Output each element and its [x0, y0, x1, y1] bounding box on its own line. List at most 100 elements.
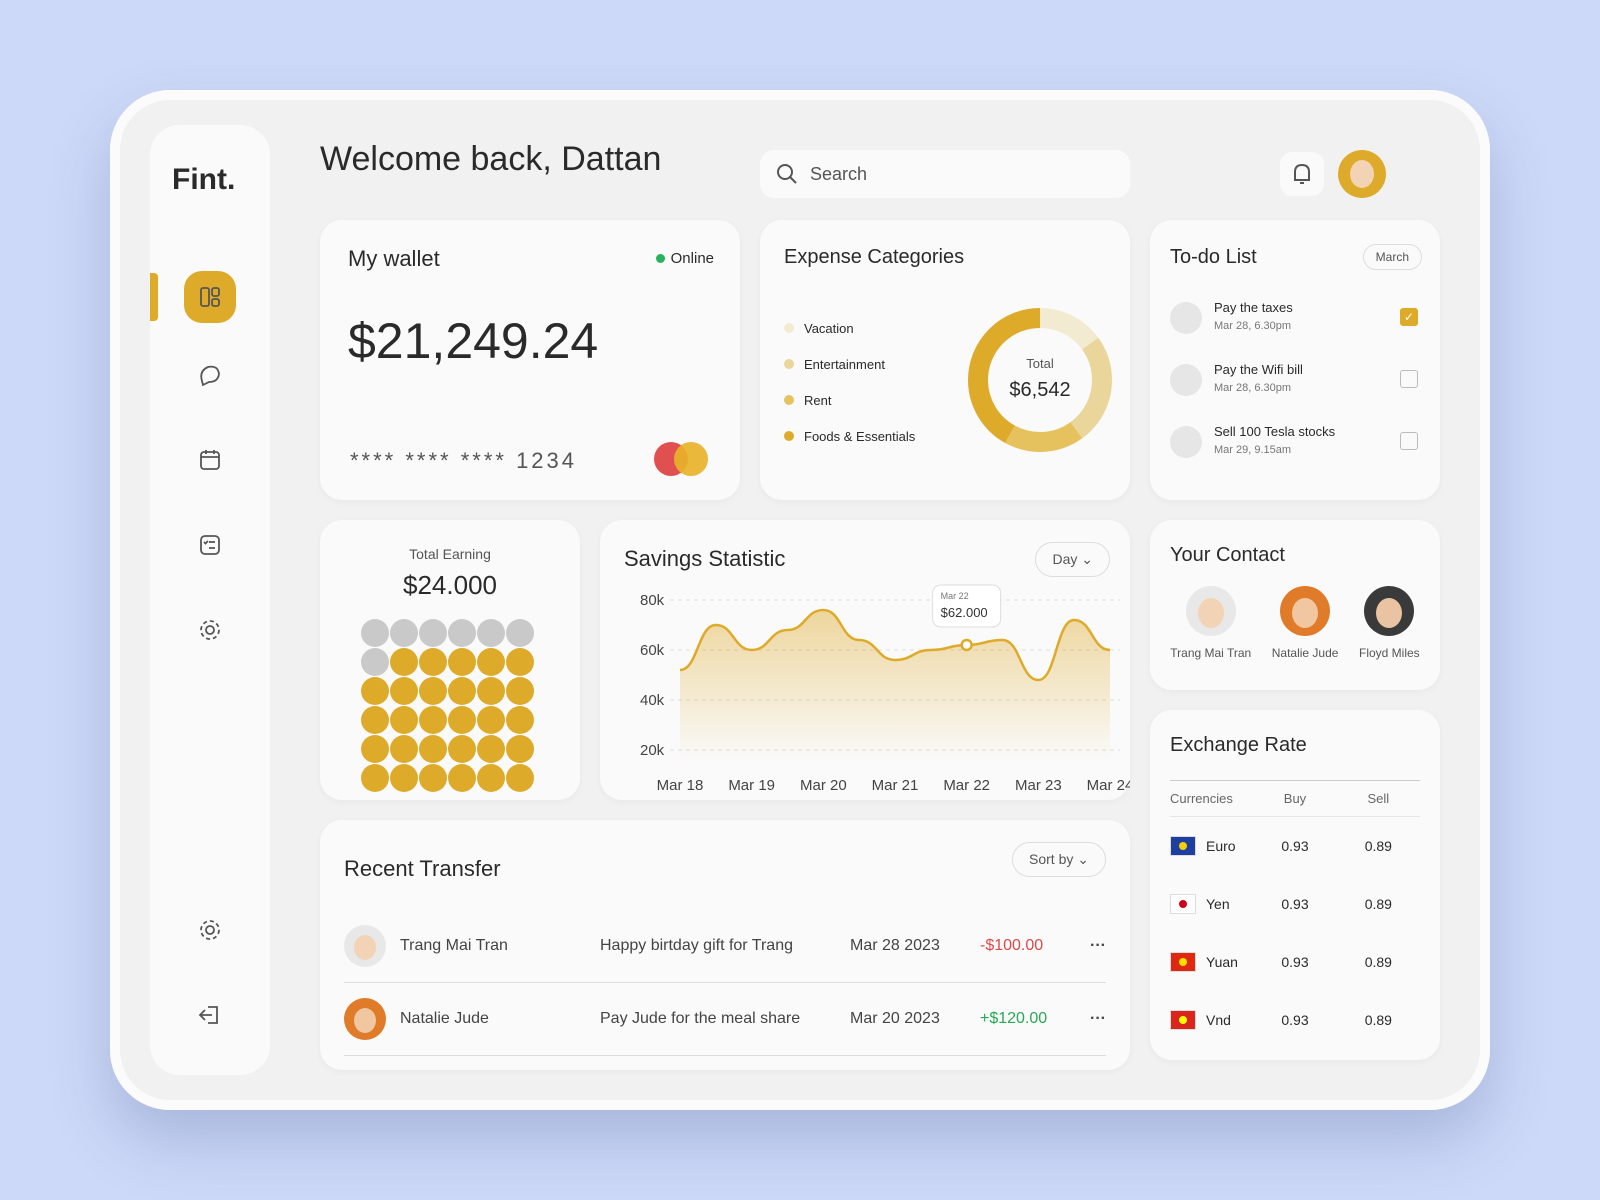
contact-name: Floyd Miles — [1359, 646, 1420, 660]
earning-dot-filled — [448, 648, 476, 676]
todo-task: Sell 100 Tesla stocks — [1214, 424, 1336, 439]
expense-card: Expense Categories Vacation Entertainment… — [760, 220, 1130, 500]
earning-dot-filled — [390, 677, 418, 705]
sell-rate: 0.89 — [1364, 954, 1392, 970]
balance: $21,249.24 — [348, 313, 599, 369]
todo-item: Pay the Wifi bill Mar 28, 6.30pm — [1170, 358, 1422, 420]
active-indicator — [150, 273, 158, 321]
flag-emblem — [1179, 958, 1187, 966]
nav-dashboard[interactable] — [184, 271, 236, 323]
tooltip-date: Mar 22 — [941, 591, 969, 601]
more-button[interactable]: ··· — [1090, 937, 1106, 954]
y-tick-label: 60k — [640, 642, 665, 659]
contact[interactable]: Trang Mai Tran — [1170, 586, 1251, 660]
earning-dot-filled — [419, 706, 447, 734]
nav-logout[interactable] — [190, 995, 230, 1035]
wallet-title: My wallet — [348, 246, 440, 271]
bell-icon — [1294, 163, 1310, 184]
transfer-note: Happy birtday gift for Trang — [600, 937, 793, 954]
currency-name: Vnd — [1206, 1012, 1231, 1028]
x-tick-label: Mar 20 — [800, 777, 847, 794]
savings-chart: 20k 40k 60k 80k Mar 18 Mar 19 Mar 20 Mar 21 Mar … — [640, 584, 1130, 794]
earning-dot-filled — [390, 764, 418, 792]
contact[interactable]: Floyd Miles — [1359, 586, 1420, 660]
contact-avatar — [1364, 586, 1415, 636]
contact-avatar — [1280, 586, 1331, 636]
transfer-date: Mar 28 2023 — [850, 937, 940, 954]
currency-cell: Vnd — [1170, 1010, 1253, 1030]
flag — [1170, 952, 1196, 972]
savings-card: Savings Statistic Day ⌄ 20k 40k 60k 80k Mar … — [600, 520, 1130, 800]
earning-dot-filled — [506, 706, 534, 734]
earning-dot-filled — [390, 735, 418, 763]
sort-button[interactable]: Sort by ⌄ — [1012, 842, 1106, 877]
icon — [200, 287, 220, 307]
filter-text: Day — [1052, 551, 1078, 567]
earning-dot-empty — [448, 619, 476, 647]
search-icon — [777, 164, 797, 184]
legend-item: Rent — [784, 382, 915, 418]
earning-dot-filled — [361, 677, 389, 705]
todo-card: To-do List March Pay the taxes Mar 28, 6.… — [1150, 220, 1440, 500]
legend-label: Vacation — [804, 320, 854, 336]
x-tick-label: Mar 22 — [943, 777, 990, 794]
sort-text: Sort by — [1029, 851, 1074, 867]
contact[interactable]: Natalie Jude — [1272, 586, 1338, 660]
todo-task: Pay the taxes — [1214, 300, 1293, 315]
todo-filter[interactable]: March — [1362, 244, 1422, 270]
earning-dot-filled — [361, 706, 389, 734]
nav-calendar[interactable] — [190, 440, 230, 480]
nav-settings[interactable] — [190, 610, 230, 650]
savings-filter[interactable]: Day ⌄ — [1035, 542, 1110, 577]
flag-emblem — [1179, 842, 1187, 850]
currency-cell: Yuan — [1170, 952, 1253, 972]
table-row: Yen 0.93 0.89 — [1170, 875, 1420, 933]
donut-hole — [990, 330, 1090, 430]
earning-card: Total Earning $24.000 — [320, 520, 580, 800]
transfer-amount: -$100.00 — [980, 937, 1044, 954]
earning-dot-filled — [506, 648, 534, 676]
earning-dot-filled — [477, 648, 505, 676]
column-header: Currencies — [1170, 791, 1233, 806]
todo-icon — [1170, 426, 1202, 458]
savings-area — [680, 610, 1110, 762]
earning-dot-filled — [448, 677, 476, 705]
search-placeholder: Search — [810, 164, 868, 184]
earning-dot-empty — [361, 648, 389, 676]
todo-checkbox[interactable] — [1400, 370, 1418, 388]
search-box[interactable]: Search — [760, 150, 1130, 198]
card-number: **** **** **** 1234 — [350, 448, 578, 473]
x-tick-label: Mar 19 — [728, 777, 775, 794]
legend-dot — [784, 395, 794, 405]
nav-preferences[interactable] — [190, 910, 230, 950]
icon — [200, 450, 220, 470]
flag — [1170, 1010, 1196, 1030]
earning-dot-filled — [477, 677, 505, 705]
todo-item: Sell 100 Tesla stocks Mar 29, 9.15am — [1170, 420, 1422, 482]
icon — [200, 365, 220, 387]
contact-name: Trang Mai Tran — [1170, 646, 1252, 660]
sidebar: Fint. — [150, 125, 270, 1075]
earning-dot-empty — [390, 619, 418, 647]
notifications[interactable] — [1280, 152, 1324, 196]
nav-tasks[interactable] — [190, 525, 230, 565]
todo-checkbox[interactable]: ✓ — [1400, 308, 1418, 326]
earning-dot-filled — [419, 648, 447, 676]
more-button[interactable]: ··· — [1090, 1010, 1106, 1027]
earning-dot-filled — [390, 706, 418, 734]
todo-time: Mar 28, 6.30pm — [1214, 320, 1292, 332]
nav-chat[interactable] — [190, 355, 230, 395]
exchange-title: Exchange Rate — [1170, 734, 1307, 756]
table-header: Currencies Buy Sell — [1170, 780, 1420, 817]
savings-title: Savings Statistic — [624, 546, 786, 571]
earning-dot-filled — [419, 764, 447, 792]
transfer-row: Natalie Jude Pay Jude for the meal share M… — [344, 983, 1106, 1056]
user-avatar[interactable] — [1338, 150, 1386, 198]
earning-dot-empty — [506, 619, 534, 647]
earning-dot-filled — [477, 706, 505, 734]
legend-label: Entertainment — [804, 356, 885, 372]
todo-checkbox[interactable] — [1400, 432, 1418, 450]
buy-rate: 0.93 — [1281, 954, 1309, 970]
earning-dot-filled — [390, 648, 418, 676]
